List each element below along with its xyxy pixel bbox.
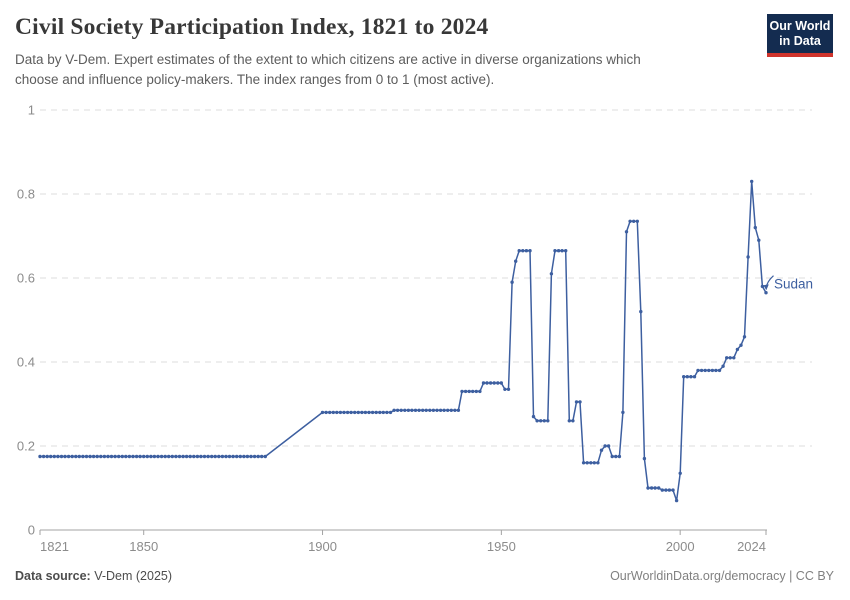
x-axis-labels: 1821 1850 1900 1950 2000 2024 <box>40 539 766 554</box>
series-line-sudan[interactable] <box>40 180 767 502</box>
data-source-label: Data source: <box>15 569 91 583</box>
credit-link[interactable]: OurWorldinData.org/democracy | CC BY <box>610 569 834 583</box>
svg-text:2024: 2024 <box>737 539 766 554</box>
chart-title: Civil Society Participation Index, 1821 … <box>15 14 489 40</box>
y-axis-labels: 0 0.2 0.4 0.6 0.8 1 <box>17 103 35 538</box>
svg-text:0: 0 <box>28 523 35 538</box>
chart-subtitle-line2: choose and influence policy-makers. The … <box>15 72 495 87</box>
line-chart[interactable]: 0 0.2 0.4 0.6 0.8 1 1821 1850 1900 1950 2000 2024 Su… <box>0 0 850 560</box>
svg-text:0.6: 0.6 <box>17 271 35 286</box>
entity-label-sudan[interactable]: Sudan <box>763 275 813 292</box>
svg-text:1821: 1821 <box>40 539 69 554</box>
svg-text:1950: 1950 <box>487 539 516 554</box>
svg-text:1: 1 <box>28 103 35 118</box>
svg-text:1850: 1850 <box>129 539 158 554</box>
svg-text:Sudan: Sudan <box>774 277 813 292</box>
svg-text:2000: 2000 <box>666 539 695 554</box>
data-source-value: V-Dem (2025) <box>94 569 173 583</box>
owid-logo-line1: Our World <box>769 19 831 33</box>
chart-subtitle: Data by V-Dem. Expert estimates of the e… <box>15 50 641 90</box>
chart-subtitle-line1: Data by V-Dem. Expert estimates of the e… <box>15 52 641 67</box>
owid-logo-line2: in Data <box>779 34 821 48</box>
x-axis <box>39 529 767 535</box>
owid-logo: Our World in Data <box>767 14 833 57</box>
svg-text:0.2: 0.2 <box>17 439 35 454</box>
data-points <box>38 179 768 503</box>
y-gridlines <box>40 109 812 447</box>
svg-text:1900: 1900 <box>308 539 337 554</box>
svg-text:0.4: 0.4 <box>17 355 35 370</box>
svg-text:0.8: 0.8 <box>17 187 35 202</box>
data-source: Data source: V-Dem (2025) <box>15 569 172 583</box>
